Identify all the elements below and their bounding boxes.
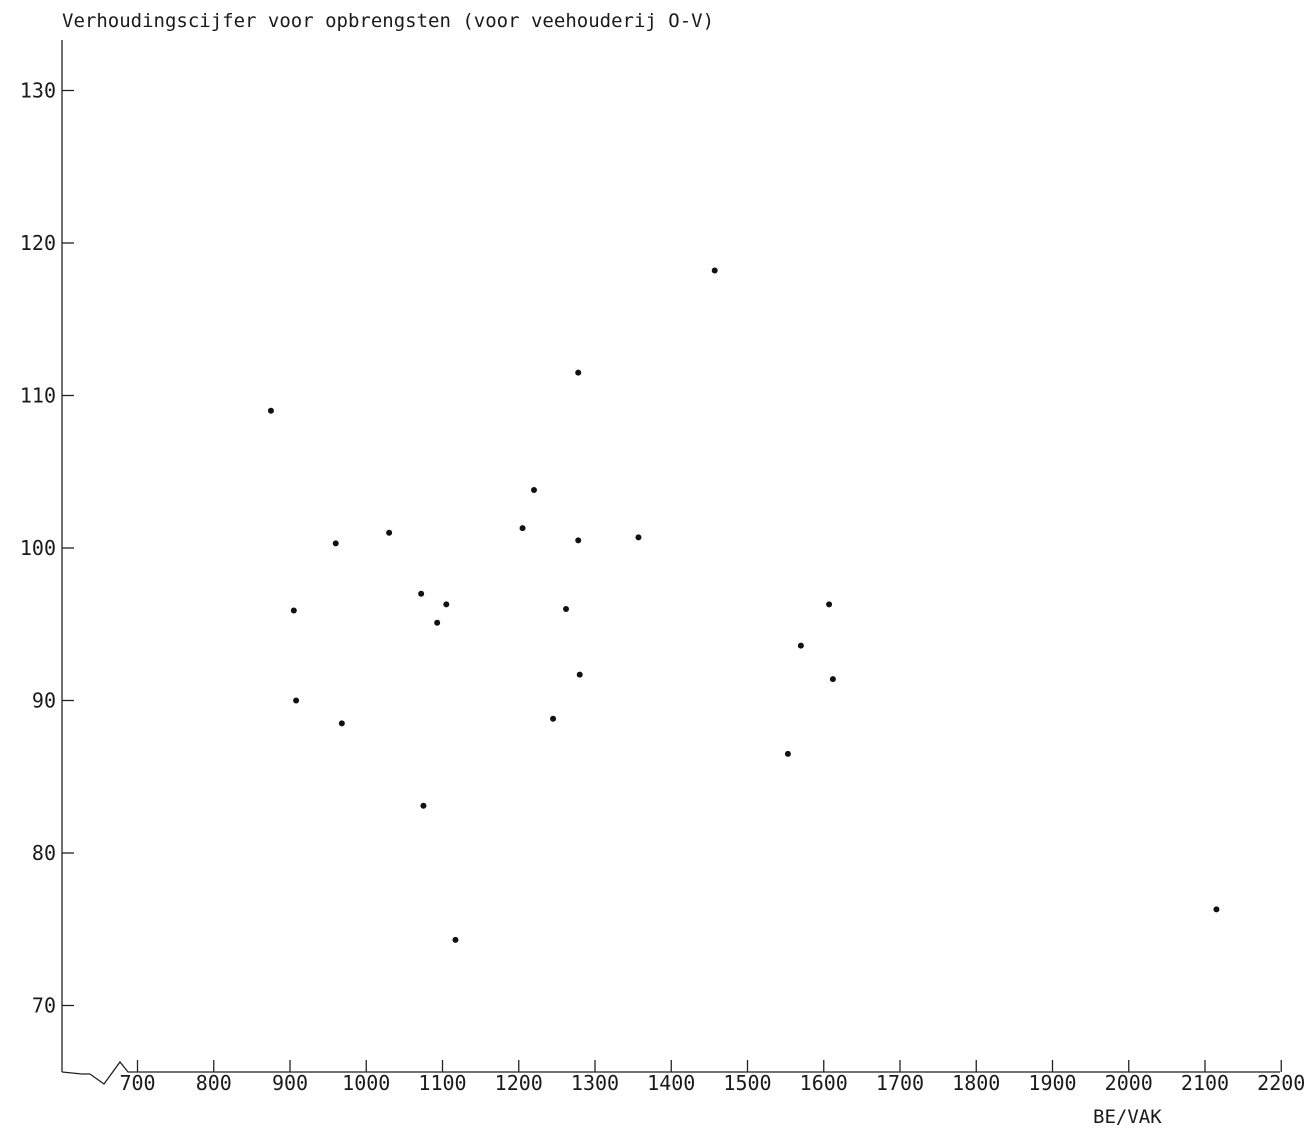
- x-tick-label: 1400: [647, 1071, 695, 1095]
- data-point: [576, 671, 583, 678]
- x-tick-label: 1900: [1028, 1071, 1076, 1095]
- y-tick-group: 70 80 90 100 110 120 130: [20, 79, 74, 1018]
- x-tick-label: 1200: [495, 1071, 543, 1095]
- x-tick-group: 700 800 900 1000 1100 1200 1300 1400 1500 1600 170…: [119, 1060, 1305, 1095]
- data-point: [575, 537, 582, 544]
- x-tick-label: 1500: [723, 1071, 771, 1095]
- y-tick-label: 120: [20, 231, 56, 255]
- x-axis-break-mark: [89, 1060, 1280, 1085]
- x-tick-label: 1600: [800, 1071, 848, 1095]
- x-tick-label: 1800: [952, 1071, 1000, 1095]
- data-points: [267, 267, 1220, 943]
- x-tick-label: 2000: [1105, 1071, 1153, 1095]
- data-point: [519, 525, 526, 532]
- y-tick-label: 100: [20, 536, 56, 560]
- y-tick-label: 130: [20, 79, 56, 103]
- x-tick-label: 1300: [571, 1071, 619, 1095]
- data-point: [531, 487, 537, 494]
- x-tick-label: 1700: [876, 1071, 924, 1095]
- data-point: [290, 607, 297, 614]
- x-tick-label: 900: [272, 1071, 308, 1095]
- y-tick-label: 70: [32, 994, 56, 1018]
- data-point: [550, 715, 557, 722]
- data-point: [711, 267, 718, 274]
- y-tick-label: 90: [32, 689, 56, 713]
- data-point: [332, 540, 339, 547]
- x-axis-title: BE/VAK: [1093, 1106, 1162, 1128]
- x-tick-label: 700: [119, 1071, 155, 1095]
- x-tick-label: 800: [196, 1071, 232, 1095]
- x-tick-label: 2100: [1181, 1071, 1229, 1095]
- data-point: [452, 936, 459, 943]
- data-point: [829, 676, 836, 683]
- x-axis: [61, 1071, 90, 1075]
- x-tick-label: 1000: [342, 1071, 390, 1095]
- data-point: [386, 529, 393, 536]
- data-point: [418, 590, 425, 597]
- data-point: [443, 601, 450, 608]
- chart-title: Verhoudingscijfer voor opbrengsten (voor…: [62, 10, 714, 32]
- data-point: [797, 642, 804, 649]
- data-point: [635, 534, 642, 541]
- y-tick-label: 80: [32, 841, 56, 865]
- data-point: [420, 802, 427, 809]
- data-point: [293, 697, 300, 704]
- data-point: [1213, 906, 1220, 913]
- data-point: [784, 750, 791, 757]
- data-point: [338, 720, 345, 727]
- data-point: [434, 619, 441, 626]
- data-point: [826, 601, 833, 608]
- data-point: [575, 369, 582, 376]
- y-tick-label: 110: [20, 384, 56, 408]
- data-point: [267, 407, 274, 414]
- x-tick-label: 2200: [1257, 1071, 1305, 1095]
- data-point: [563, 606, 570, 612]
- x-tick-label: 1100: [418, 1071, 466, 1095]
